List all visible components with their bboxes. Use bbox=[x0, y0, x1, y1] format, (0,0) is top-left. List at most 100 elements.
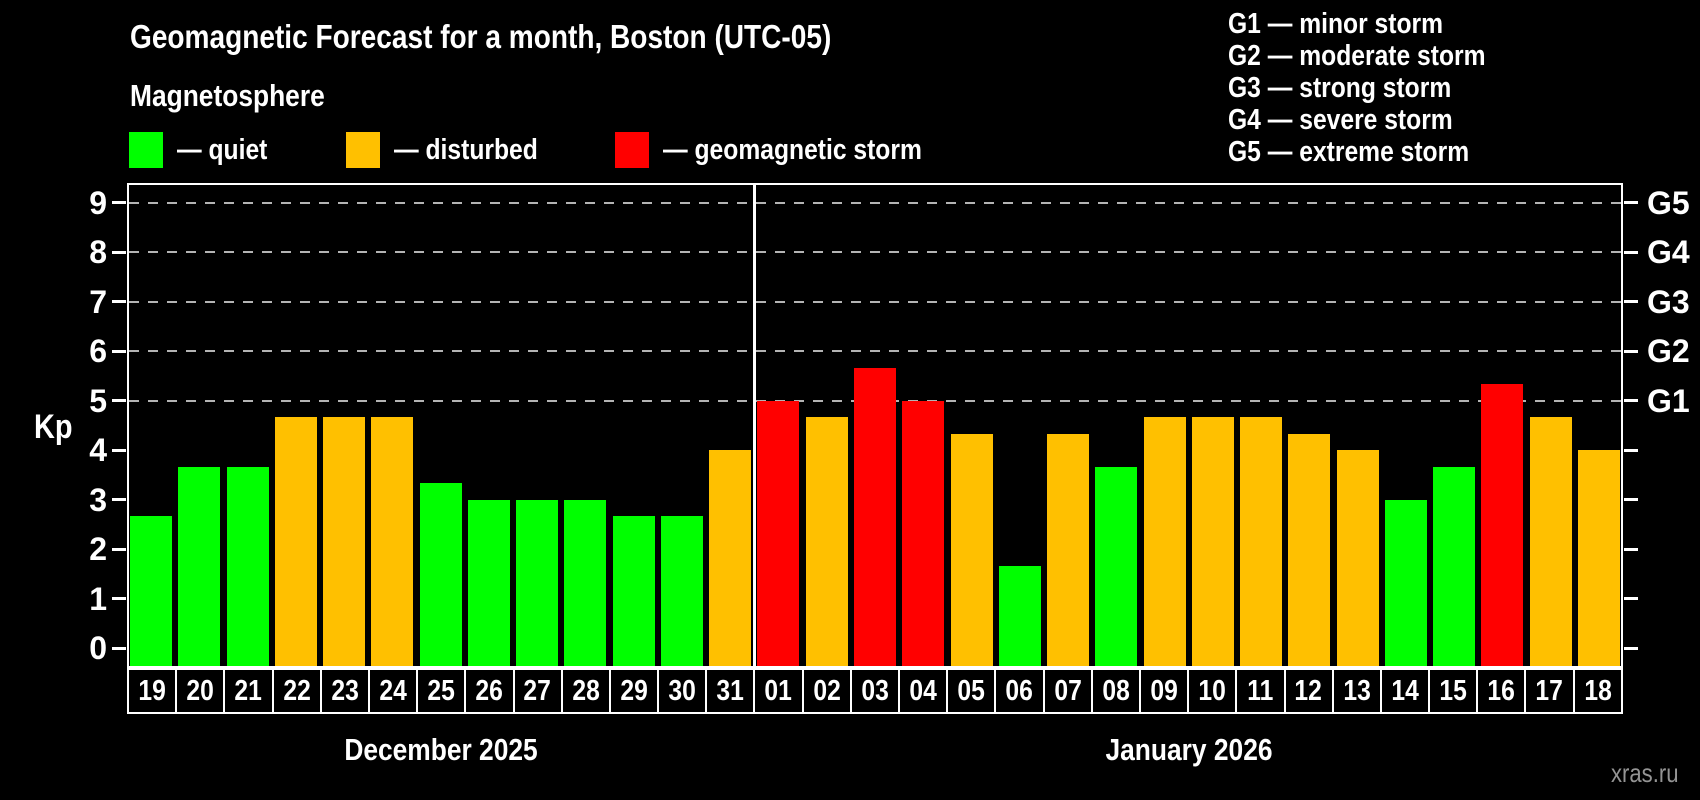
kp-bar-14 bbox=[1384, 499, 1427, 668]
legend-item-storm: — geomagnetic storm bbox=[615, 131, 968, 169]
legend-label-text: — quiet bbox=[177, 133, 268, 166]
y-tick-label-5: 5 bbox=[89, 382, 107, 419]
left-tick-mark bbox=[112, 448, 126, 452]
date-label-text: 12 bbox=[1294, 674, 1323, 707]
g-level-label-G3: G3 bbox=[1647, 283, 1690, 320]
date-label-text: 17 bbox=[1535, 674, 1564, 707]
magnetosphere-label: Magnetosphere bbox=[130, 78, 359, 114]
g-legend-line: G3 — strong storm bbox=[1228, 72, 1531, 104]
kp-bar-24 bbox=[371, 417, 414, 668]
month-label-0: December 2025 bbox=[327, 732, 555, 768]
date-label-text: 30 bbox=[668, 674, 696, 707]
date-label-12: 12 bbox=[1283, 668, 1334, 714]
date-label-01: 01 bbox=[753, 668, 804, 714]
date-label-text: 28 bbox=[572, 674, 600, 707]
left-tick-mark bbox=[112, 547, 126, 551]
kp-bar-25 bbox=[419, 483, 462, 668]
page-title: Geomagnetic Forecast for a month, Boston… bbox=[130, 18, 955, 56]
right-tick-mark bbox=[1624, 448, 1638, 452]
y-tick-label-9: 9 bbox=[89, 184, 107, 221]
watermark: xras.ru bbox=[1610, 758, 1679, 788]
kp-bar-03 bbox=[854, 367, 896, 668]
date-label-text: 09 bbox=[1150, 674, 1178, 707]
date-label-text: 31 bbox=[716, 674, 745, 707]
date-label-25: 25 bbox=[416, 668, 467, 714]
date-label-text: 06 bbox=[1005, 674, 1034, 707]
date-label-11: 11 bbox=[1235, 668, 1286, 714]
kp-bar-05 bbox=[950, 433, 993, 668]
right-tick-mark bbox=[1624, 597, 1638, 601]
legend-label-storm: — geomagnetic storm bbox=[663, 134, 968, 167]
y-tick-label-8: 8 bbox=[89, 234, 107, 271]
g-level-label-G5: G5 bbox=[1647, 184, 1690, 221]
date-label-31: 31 bbox=[705, 668, 756, 714]
date-label-19: 19 bbox=[127, 668, 178, 714]
date-label-06: 06 bbox=[994, 668, 1045, 714]
date-label-24: 24 bbox=[367, 668, 419, 714]
kp-bar-26 bbox=[467, 499, 510, 668]
date-label-text: 25 bbox=[427, 674, 455, 707]
left-tick-mark bbox=[112, 498, 126, 502]
date-label-09: 09 bbox=[1138, 668, 1190, 714]
date-label-text: 10 bbox=[1198, 674, 1226, 707]
kp-bar-04 bbox=[902, 400, 945, 668]
kp-bar-22 bbox=[274, 417, 317, 668]
page-title-text: Geomagnetic Forecast for a month, Boston… bbox=[130, 18, 832, 55]
kp-bar-28 bbox=[564, 499, 607, 668]
date-label-text: 19 bbox=[138, 674, 166, 707]
date-label-13: 13 bbox=[1331, 668, 1382, 714]
kp-bar-30 bbox=[660, 516, 703, 668]
y-tick-label-0: 0 bbox=[89, 630, 107, 667]
month-label-text: January 2026 bbox=[1105, 732, 1273, 767]
date-label-text: 29 bbox=[620, 674, 648, 707]
right-tick-mark bbox=[1624, 498, 1638, 502]
left-tick-mark bbox=[112, 201, 126, 205]
kp-bar-11 bbox=[1240, 417, 1283, 668]
kp-bar-06 bbox=[998, 565, 1041, 668]
date-label-text: 02 bbox=[812, 674, 841, 707]
kp-bar-07 bbox=[1047, 433, 1090, 668]
quiet-color-swatch-icon bbox=[129, 132, 163, 168]
g-legend-line: G1 — minor storm bbox=[1228, 8, 1531, 40]
date-label-text: 23 bbox=[331, 674, 359, 707]
y-tick-label-7: 7 bbox=[89, 283, 107, 320]
g-legend-line-text: G4 — severe storm bbox=[1228, 104, 1453, 136]
date-label-10: 10 bbox=[1187, 668, 1238, 714]
date-label-18: 18 bbox=[1572, 668, 1623, 714]
date-label-21: 21 bbox=[223, 668, 274, 714]
date-label-text: 11 bbox=[1247, 674, 1274, 707]
g-scale-legend: G1 — minor storm G2 — moderate storm G3 — … bbox=[1228, 8, 1531, 168]
kp-bar-16 bbox=[1481, 384, 1524, 668]
date-label-text: 27 bbox=[523, 674, 552, 707]
g-level-label-G4: G4 bbox=[1647, 234, 1690, 271]
legend-item-quiet: — quiet bbox=[129, 131, 283, 169]
legend-label-disturbed: — disturbed bbox=[394, 134, 563, 167]
kp-bar-10 bbox=[1191, 417, 1234, 668]
month-label-text: December 2025 bbox=[343, 732, 538, 767]
g-level-label-G1: G1 bbox=[1647, 382, 1690, 419]
date-label-16: 16 bbox=[1476, 668, 1527, 714]
date-label-text: 04 bbox=[909, 674, 937, 707]
date-label-22: 22 bbox=[271, 668, 322, 714]
left-tick-mark bbox=[112, 646, 126, 650]
g-legend-line: G5 — extreme storm bbox=[1228, 136, 1531, 168]
left-tick-mark bbox=[112, 597, 126, 601]
kp-bar-23 bbox=[323, 417, 366, 668]
date-label-text: 15 bbox=[1439, 674, 1467, 707]
date-label-26: 26 bbox=[464, 668, 515, 714]
g-legend-line: G4 — severe storm bbox=[1228, 104, 1531, 136]
right-tick-mark bbox=[1624, 646, 1638, 650]
date-label-text: 07 bbox=[1053, 674, 1082, 707]
kp-bar-21 bbox=[226, 466, 269, 668]
date-label-07: 07 bbox=[1042, 668, 1093, 714]
gridline-kp-8 bbox=[129, 251, 1621, 254]
kp-axis-label: Kp bbox=[34, 408, 73, 446]
y-tick-label-3: 3 bbox=[89, 481, 107, 518]
date-axis: 19 20 21 22 23 24 25 26 27 28 29 30 31 01 02 03 04 05 06 07… bbox=[127, 668, 1623, 714]
left-tick-mark bbox=[112, 250, 126, 254]
gridline-kp-9 bbox=[129, 201, 1621, 204]
magnetosphere-label-text: Magnetosphere bbox=[130, 78, 325, 113]
left-tick-mark bbox=[112, 399, 126, 403]
right-tick-mark bbox=[1624, 349, 1638, 353]
